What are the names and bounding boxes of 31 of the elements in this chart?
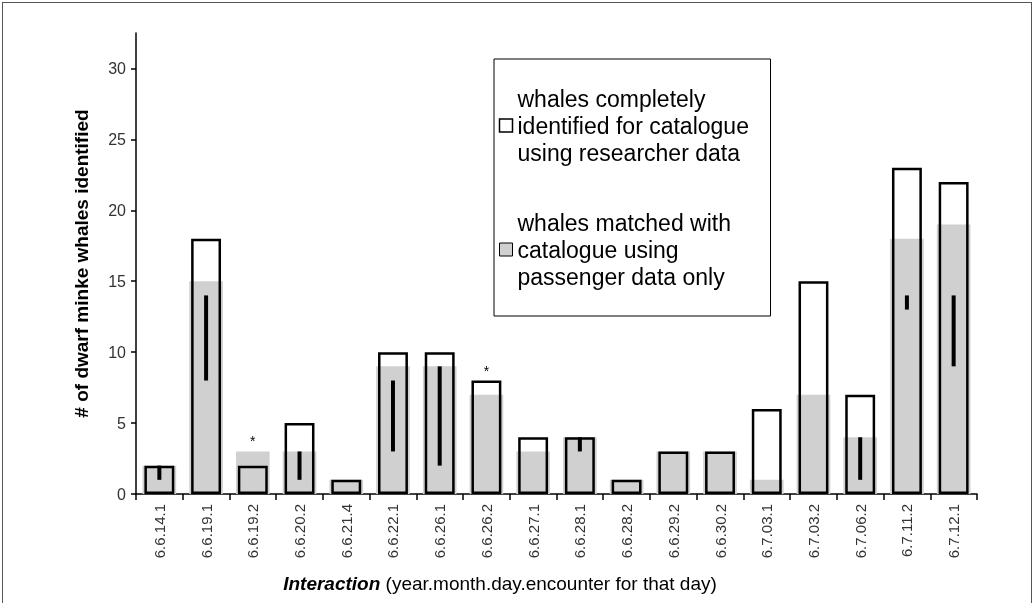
x-tick-label: 6.6.28.2	[618, 504, 636, 559]
x-tick-label: 6.6.27.1	[524, 504, 542, 559]
x-tick-label: 6.7.12.1	[945, 504, 963, 559]
y-tick-label: 0	[117, 485, 127, 503]
y-tick-label: 30	[108, 59, 127, 77]
y-tick-label: 20	[108, 201, 127, 219]
x-axis-title: Interaction (year.month.day.encounter for that day)	[283, 573, 717, 594]
x-tick-label: 6.6.26.2	[477, 504, 495, 559]
y-tick-label: 10	[108, 343, 127, 361]
y-axis-title: # of dwarf minke whales identified	[71, 109, 92, 418]
x-tick-label: 6.6.20.2	[291, 504, 309, 559]
x-tick-label: 6.7.11.2	[898, 504, 916, 558]
annotation: *	[250, 433, 257, 450]
legend-label: whales completely identified for catalogue using researcher data	[516, 85, 756, 166]
y-tick-label: 15	[108, 272, 127, 290]
x-tick-label: 6.6.29.2	[664, 504, 682, 559]
x-tick-label: 6.7.06.2	[851, 504, 869, 559]
x-tick-label: 6.6.22.1	[384, 504, 402, 559]
legend-label: whales matched with catalogue using passenger data only	[516, 209, 738, 290]
y-tick-label: 25	[108, 130, 127, 148]
x-tick-label: 6.7.03.2	[804, 504, 822, 559]
x-tick-label: 6.6.26.1	[431, 504, 449, 559]
x-tick-label: 6.6.19.1	[197, 504, 215, 559]
x-tick-label: 6.6.30.2	[711, 504, 729, 559]
x-tick-label: 6.6.19.2	[244, 504, 262, 559]
x-tick-label: 6.6.14.1	[150, 504, 168, 559]
x-tick-label: 6.6.21.4	[337, 504, 355, 559]
annotation: *	[483, 362, 490, 379]
x-tick-label: 6.6.28.1	[571, 504, 589, 559]
x-tick-label: 6.7.03.1	[758, 504, 776, 559]
y-tick-label: 5	[117, 414, 127, 432]
